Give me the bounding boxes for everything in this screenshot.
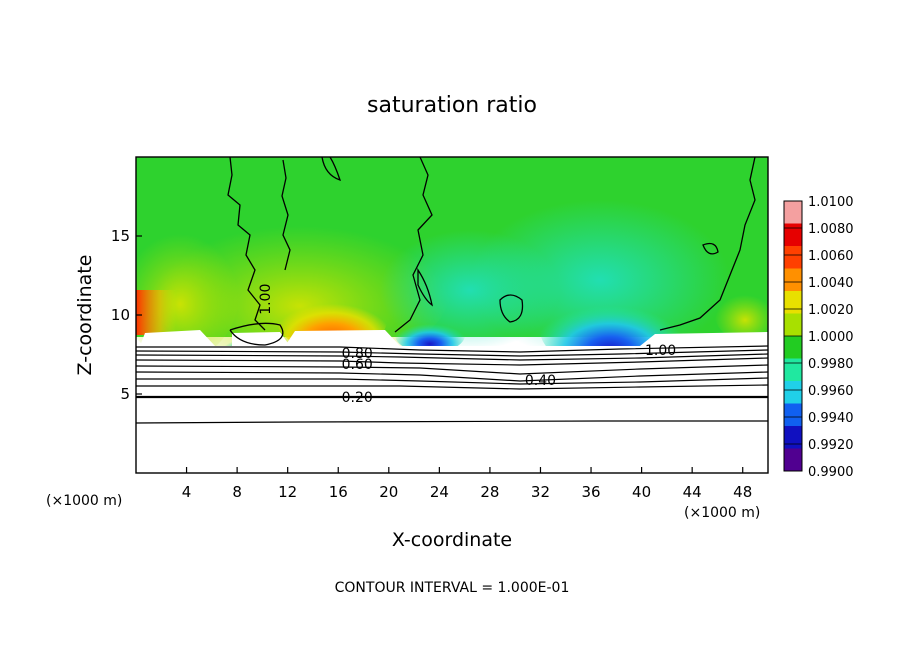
heatmap-field <box>136 157 768 473</box>
x-tick-label: 8 <box>232 483 242 501</box>
colorbar-label: 0.9960 <box>808 384 854 399</box>
x-tick-label: 16 <box>329 483 348 501</box>
contour-label: 1.00 <box>258 284 274 315</box>
x-tick-label: 12 <box>278 483 297 501</box>
x-axis-label: X-coordinate <box>392 529 512 551</box>
colorbar-swatch <box>784 358 802 382</box>
colorbar-swatch <box>784 336 802 359</box>
colorbar-label: 1.0000 <box>808 330 854 345</box>
y-tick-label: 5 <box>120 385 130 403</box>
y-tick-label: 10 <box>111 306 130 324</box>
y-axis: 5 10 15 <box>111 227 142 403</box>
contour-label: 1.00 <box>645 343 676 359</box>
chart-title: saturation ratio <box>367 93 537 118</box>
colorbar-swatch <box>784 403 802 427</box>
x-tick-label: 44 <box>683 483 702 501</box>
colorbar-label: 1.0060 <box>808 249 854 264</box>
blue-region <box>395 317 465 353</box>
colorbar-swatch <box>784 223 802 247</box>
colorbar-label: 1.0040 <box>808 276 854 291</box>
colorbar-label: 0.9980 <box>808 357 854 372</box>
x-tick-label: 40 <box>632 483 651 501</box>
colorbar-label: 1.0020 <box>808 303 854 318</box>
colorbar-label: 1.0080 <box>808 222 854 237</box>
x-tick-label: 20 <box>379 483 398 501</box>
contour-lines-upper <box>227 157 756 346</box>
contour-labels: 1.00 1.00 0.600.80 0.40 0.20 <box>258 284 676 407</box>
yellow-region <box>715 290 768 340</box>
colorbar-label: 0.9940 <box>808 411 854 426</box>
colorbar-swatch <box>784 268 802 292</box>
contour-lines-lower <box>136 345 768 424</box>
x-unit-right: (×1000 m) <box>684 505 760 521</box>
contour-label: 0.60 <box>342 357 373 373</box>
x-axis: 4 8 12 16 20 24 28 32 36 40 44 48 <box>182 467 752 501</box>
x-tick-label: 36 <box>581 483 600 501</box>
x-tick-label: 48 <box>733 483 752 501</box>
contour-label: 0.20 <box>342 390 373 406</box>
colorbar-swatch <box>784 201 802 224</box>
x-tick-label: 4 <box>182 483 192 501</box>
y-tick-label: 15 <box>111 227 130 245</box>
x-tick-label: 32 <box>531 483 550 501</box>
colorbar-label: 0.9900 <box>808 465 854 480</box>
colorbar-swatch <box>784 246 802 269</box>
colorbar-label: 1.0100 <box>808 195 854 210</box>
colorbar-swatch <box>784 448 802 472</box>
contour-interval-note: CONTOUR INTERVAL = 1.000E-01 <box>335 580 570 596</box>
x-unit-left: (×1000 m) <box>46 493 122 509</box>
contour-label: 0.80 <box>342 346 373 362</box>
colorbar: 1.0100 1.0080 1.0060 1.0040 1.0020 1.0000 0.99… <box>783 195 854 480</box>
x-tick-label: 28 <box>480 483 499 501</box>
red-edge-region <box>136 290 176 335</box>
colorbar-label: 0.9920 <box>808 438 854 453</box>
colorbar-swatch <box>784 313 802 337</box>
colorbar-swatch <box>784 426 802 449</box>
colorbar-swatch <box>784 381 802 404</box>
y-axis-label: Z-coordinate <box>74 255 96 376</box>
x-tick-label: 24 <box>430 483 449 501</box>
contour-label: 0.40 <box>525 373 556 389</box>
colorbar-swatch <box>784 291 802 314</box>
subsaturated-layer <box>136 346 768 473</box>
cloud-gap <box>140 330 768 346</box>
